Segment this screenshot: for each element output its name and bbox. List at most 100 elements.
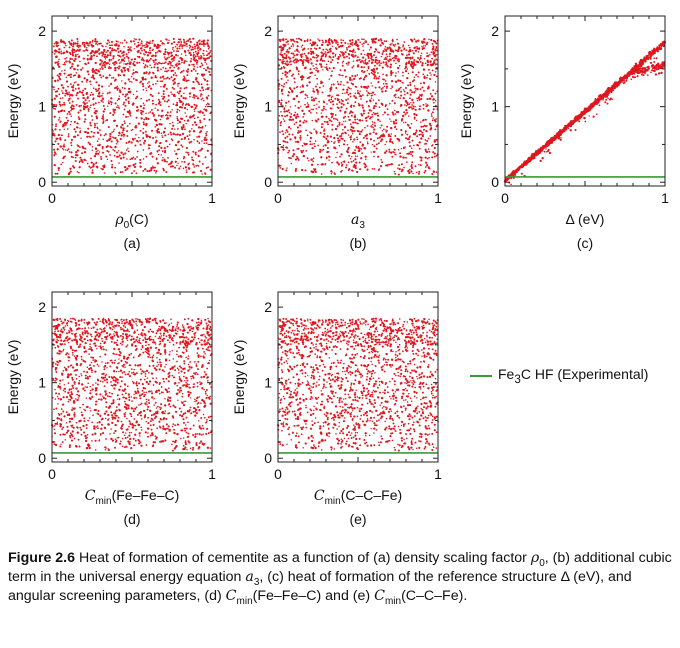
data-point [416, 60, 420, 64]
x-tick-label: 0 [48, 190, 56, 206]
data-point [90, 124, 92, 127]
data-point [98, 95, 101, 98]
data-point [62, 161, 64, 164]
data-point [413, 91, 416, 94]
data-point [412, 172, 414, 175]
data-point [127, 100, 130, 103]
data-point [429, 72, 431, 74]
data-point [394, 93, 397, 96]
data-point [296, 115, 300, 118]
data-point [122, 66, 125, 69]
data-point [196, 72, 199, 75]
data-point [375, 143, 378, 146]
data-point [405, 161, 408, 163]
data-point [158, 44, 161, 47]
data-point [338, 145, 341, 147]
data-point [64, 149, 67, 151]
data-point [369, 46, 372, 49]
data-point [176, 164, 178, 167]
data-point [154, 107, 156, 109]
data-point [191, 128, 193, 130]
data-point [288, 133, 291, 136]
data-point [152, 165, 154, 167]
data-point [636, 75, 639, 78]
data-point [145, 117, 148, 121]
data-point [426, 98, 429, 101]
data-point [184, 104, 187, 106]
data-point [398, 168, 401, 171]
data-point [312, 56, 315, 59]
data-point [340, 170, 343, 173]
data-point [71, 62, 74, 66]
data-point [187, 153, 190, 156]
data-point [103, 165, 106, 169]
data-point [418, 48, 421, 50]
data-point [352, 54, 354, 56]
data-point [415, 90, 417, 92]
data-point [172, 38, 175, 40]
data-point [99, 134, 102, 137]
data-point [350, 160, 353, 163]
data-point [347, 161, 350, 163]
data-point [278, 83, 281, 86]
data-point [197, 154, 200, 158]
data-point [321, 109, 324, 112]
data-point [187, 68, 190, 71]
data-point [124, 104, 127, 107]
data-point [84, 114, 87, 117]
data-point [306, 96, 309, 99]
data-point [106, 92, 109, 95]
data-point [288, 101, 290, 103]
data-point [388, 58, 392, 61]
data-point [165, 58, 168, 61]
data-point [164, 50, 167, 54]
data-point [368, 59, 371, 62]
data-point [325, 156, 328, 159]
data-point [357, 38, 360, 41]
data-point [55, 104, 58, 107]
data-point [134, 144, 137, 147]
data-point [77, 74, 80, 77]
data-point [352, 60, 355, 62]
data-point [383, 48, 386, 50]
data-point [192, 81, 195, 83]
data-point [59, 39, 63, 42]
data-point [79, 146, 81, 149]
data-point [133, 166, 136, 169]
data-point [421, 135, 424, 138]
data-point [282, 57, 285, 59]
data-point [189, 60, 192, 63]
data-point [178, 90, 182, 93]
data-point [300, 55, 303, 58]
data-point [424, 156, 427, 159]
data-point [340, 106, 343, 109]
data-point [315, 47, 318, 50]
data-point [61, 90, 63, 92]
data-point [362, 45, 364, 47]
data-point [297, 73, 300, 75]
data-point [186, 45, 188, 47]
data-point [95, 150, 98, 153]
data-point [59, 137, 62, 140]
data-point [134, 70, 138, 74]
data-point [383, 85, 386, 87]
data-point [429, 124, 432, 127]
data-point [371, 39, 374, 42]
data-point [157, 102, 161, 105]
data-point [357, 149, 361, 153]
data-point [354, 92, 357, 95]
data-point [297, 37, 301, 40]
data-point [181, 47, 183, 50]
data-point [391, 39, 394, 43]
data-point [351, 41, 354, 44]
data-point [177, 122, 179, 125]
data-point [426, 74, 429, 77]
data-point [359, 61, 362, 64]
data-point [193, 110, 196, 113]
data-point [349, 92, 352, 95]
data-point [161, 80, 164, 83]
data-point [184, 166, 188, 169]
data-point [168, 39, 170, 42]
data-point [167, 69, 170, 72]
data-point [173, 77, 176, 81]
